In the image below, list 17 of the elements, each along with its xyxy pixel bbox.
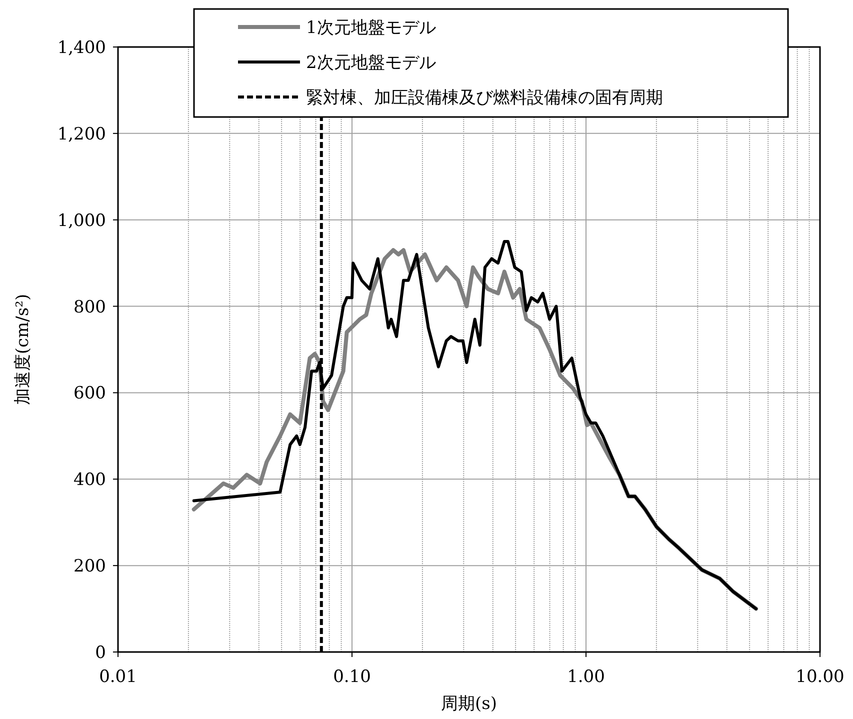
- x-tick-label: 0.01: [99, 667, 137, 687]
- y-tick-label: 800: [74, 297, 106, 318]
- y-axis-title: 加速度(cm/s²): [13, 294, 33, 406]
- y-tick-label: 1,000: [57, 210, 106, 231]
- y-tick-label: 600: [74, 384, 106, 404]
- legend-label: 2次元地盤モデル: [306, 53, 436, 73]
- y-tick-label: 200: [74, 556, 106, 577]
- legend-label: 1次元地盤モデル: [306, 18, 436, 38]
- y-tick-label: 400: [74, 470, 106, 490]
- y-tick-label: 1,400: [57, 38, 106, 58]
- x-tick-label: 0.10: [333, 667, 371, 687]
- x-axis-title: 周期(s): [441, 694, 497, 714]
- x-tick-label: 1.00: [567, 667, 605, 687]
- ref-line-label: 緊対棟、加圧設備棟及び燃料設備棟の固有周期: [306, 88, 663, 108]
- y-tick-label: 1,200: [57, 124, 106, 144]
- x-tick-label: 10.00: [796, 667, 844, 687]
- y-tick-label: 0: [95, 643, 106, 663]
